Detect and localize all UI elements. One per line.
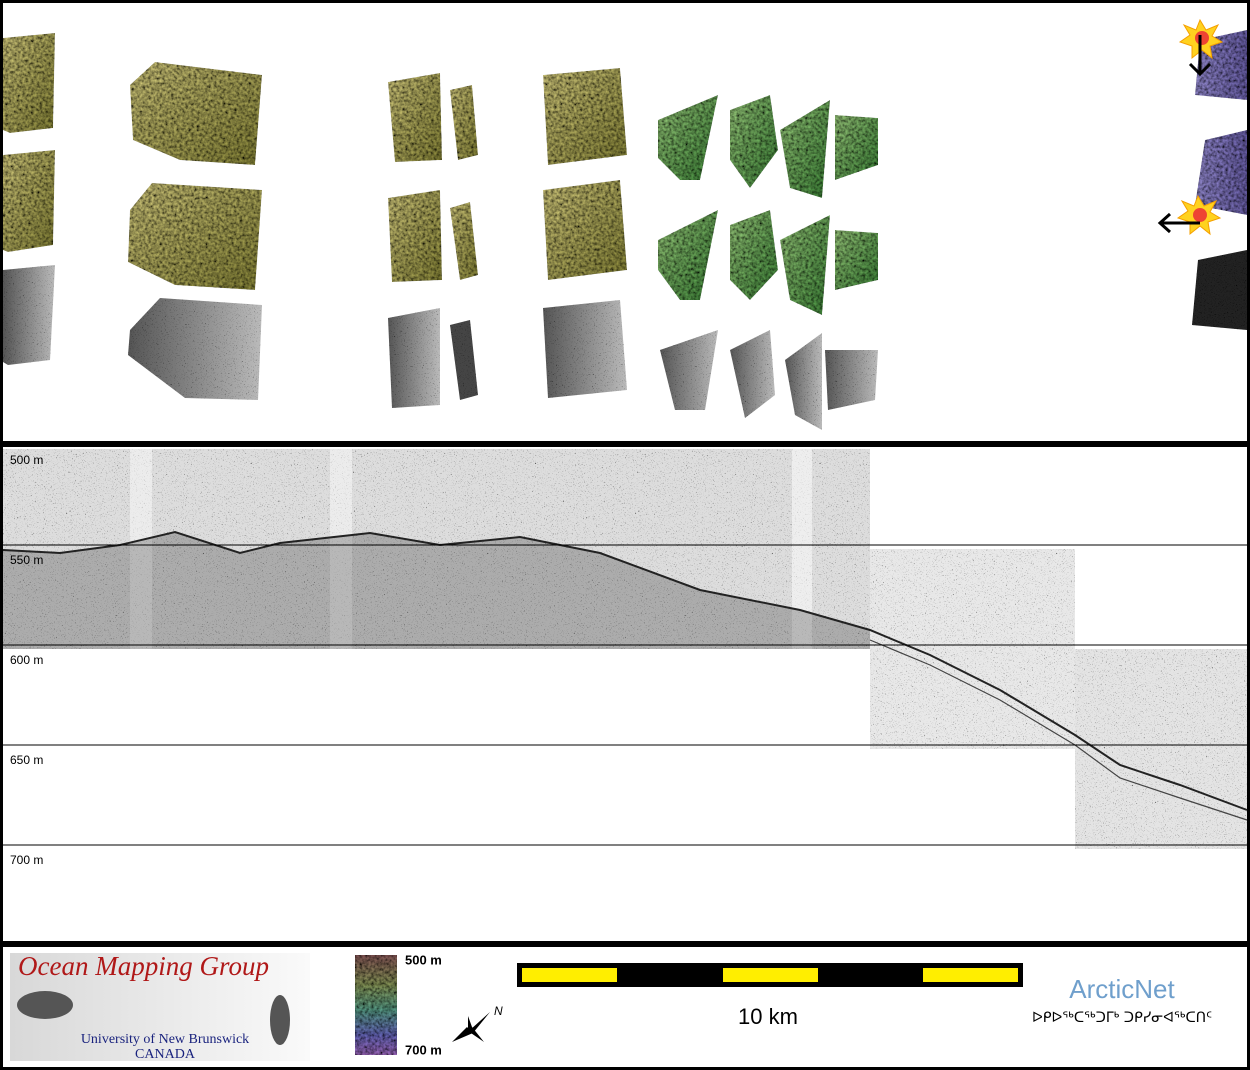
map-panel-shape-shape bbox=[543, 180, 627, 280]
arcticnet-name: ArcticNet bbox=[1069, 974, 1175, 1004]
depth-label: 550 m bbox=[10, 553, 43, 567]
logo-title: Ocean Mapping Group bbox=[18, 951, 269, 981]
map-panel-shape-shape bbox=[450, 320, 478, 400]
map-panel-shape-shape bbox=[3, 150, 55, 252]
map-panel-shape-shape bbox=[785, 333, 822, 430]
profile-panel-shape bbox=[330, 449, 352, 649]
depth-label: 700 m bbox=[10, 853, 43, 867]
profile-panel-shape-shape bbox=[3, 449, 870, 649]
map-panel-shape-shape bbox=[835, 230, 878, 290]
event-markers-shape bbox=[1157, 212, 1172, 234]
depth-label: 600 m bbox=[10, 653, 43, 667]
map-panel-shape-shape bbox=[450, 202, 478, 280]
map-panel-shape-shape bbox=[780, 215, 830, 315]
compass: N bbox=[452, 1004, 503, 1042]
seafloor-line bbox=[2, 530, 1248, 811]
map-panel bbox=[3, 3, 1247, 441]
profile-panel-shape bbox=[3, 449, 1247, 849]
map-panel-shape bbox=[3, 30, 1247, 315]
color-scale-bottom: 700 m bbox=[405, 1042, 442, 1057]
map-panel-shape-shape bbox=[3, 265, 55, 365]
map-panel-shape-shape bbox=[1192, 250, 1247, 330]
depth-label: 500 m bbox=[10, 453, 43, 467]
logo: Ocean Mapping Group University of New Br… bbox=[10, 951, 310, 1062]
logo-country: CANADA bbox=[135, 1047, 196, 1062]
profile-panel-shape-shape bbox=[870, 549, 1075, 749]
legend-panel: Ocean Mapping Group University of New Br… bbox=[3, 947, 1247, 1067]
map-panel-shape-shape bbox=[543, 68, 627, 165]
compass-label: N bbox=[494, 1004, 503, 1018]
event-markers-shape bbox=[1195, 31, 1209, 45]
profile-panel-shape-shape bbox=[1075, 649, 1247, 849]
map-panel-shape-shape bbox=[825, 350, 878, 410]
scale-bar-shape bbox=[923, 968, 1018, 982]
map-panel-shape-shape bbox=[658, 210, 718, 300]
scale-bar-shape bbox=[723, 968, 818, 982]
map-panel-shape-shape bbox=[3, 33, 55, 133]
map-panel-shape-shape bbox=[543, 300, 627, 398]
profile-panel-shape bbox=[792, 449, 812, 649]
logo-university: University of New Brunswick bbox=[81, 1032, 249, 1047]
map-panel-shape-shape bbox=[388, 73, 442, 162]
map-panel-shape-shape bbox=[128, 298, 262, 400]
scale-bar-shape bbox=[522, 968, 617, 982]
map-panel-shape-shape bbox=[658, 95, 718, 180]
profile-panel-shape bbox=[130, 449, 152, 649]
depth-label: 650 m bbox=[10, 753, 43, 767]
map-panel-shape bbox=[3, 250, 1247, 430]
event-markers bbox=[1157, 18, 1224, 236]
color-scale-top: 500 m bbox=[405, 952, 442, 967]
map-panel-shape-shape bbox=[660, 330, 718, 410]
map-panel-shape-shape bbox=[730, 210, 778, 300]
scale-bar-label: 10 km bbox=[738, 1004, 798, 1029]
profile-panel: 500 m 550 m 600 m 650 m 700 m bbox=[2, 447, 1248, 941]
event-markers-shape bbox=[1193, 208, 1207, 222]
logo-shape bbox=[17, 991, 73, 1019]
scale-bar: 10 km bbox=[517, 963, 1023, 1029]
event-markers-shape bbox=[1188, 62, 1212, 77]
map-panel-shape-shape bbox=[780, 100, 830, 198]
map-panel-shape-shape bbox=[388, 190, 442, 282]
map-panel-shape-shape bbox=[730, 95, 778, 188]
map-panel-shape-shape bbox=[730, 330, 775, 418]
logo-shape bbox=[270, 995, 290, 1045]
map-panel-shape-shape bbox=[835, 115, 878, 180]
map-panel-shape-shape bbox=[388, 308, 440, 408]
color-scale: 500 m 700 m bbox=[355, 952, 442, 1057]
map-panel-shape-shape bbox=[130, 62, 262, 165]
color-scale-shape bbox=[355, 955, 397, 1055]
map-panel-shape-shape bbox=[450, 85, 478, 160]
profile-panel-shape bbox=[3, 532, 870, 649]
map-panel-shape-shape bbox=[128, 183, 262, 290]
map-panel-shape-shape bbox=[1195, 130, 1247, 215]
compass-shape bbox=[468, 1016, 484, 1042]
arcticnet-subtitle: ᐅᑭᐅᖅᑕᖅᑐᒥᒃ ᑐᑭᓯᓂᐊᖅᑕᑎᑦ bbox=[1032, 1010, 1212, 1026]
compass-shape bbox=[452, 1012, 490, 1042]
arcticnet-logo: ArcticNet ᐅᑭᐅᖅᑕᖅᑐᒥᒃ ᑐᑭᓯᓂᐊᖅᑕᑎᑦ bbox=[1032, 974, 1212, 1026]
